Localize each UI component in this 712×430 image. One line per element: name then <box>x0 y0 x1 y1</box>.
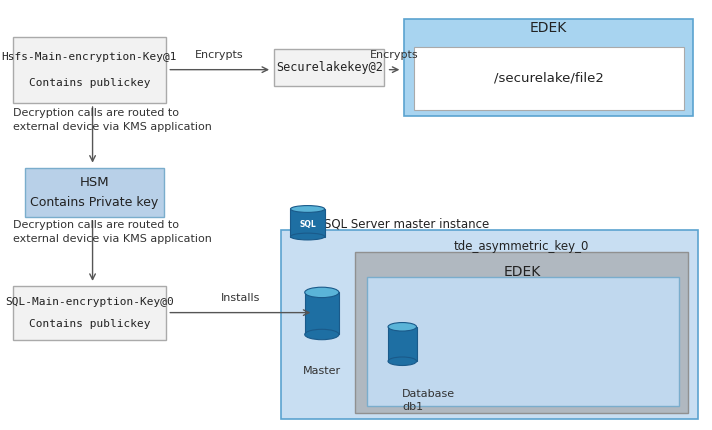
Text: SQL: SQL <box>299 220 316 229</box>
FancyBboxPatch shape <box>281 230 698 419</box>
Text: Contains Private key: Contains Private key <box>30 196 159 209</box>
FancyBboxPatch shape <box>290 209 325 236</box>
Ellipse shape <box>388 322 417 331</box>
Text: EDEK: EDEK <box>504 264 541 279</box>
Ellipse shape <box>290 206 325 212</box>
Text: Contains publickey: Contains publickey <box>28 319 150 329</box>
Text: EDEK: EDEK <box>530 21 567 35</box>
FancyBboxPatch shape <box>13 37 166 103</box>
Ellipse shape <box>290 233 325 240</box>
Text: Hsfs-Main-encryption-Key@1: Hsfs-Main-encryption-Key@1 <box>1 52 177 61</box>
FancyBboxPatch shape <box>13 286 166 340</box>
FancyBboxPatch shape <box>355 252 688 413</box>
Text: Securelakekey@2: Securelakekey@2 <box>276 61 383 74</box>
Text: Decryption calls are routed to
external device via KMS application: Decryption calls are routed to external … <box>13 108 211 132</box>
Text: Encrypts: Encrypts <box>370 50 419 60</box>
FancyBboxPatch shape <box>305 292 339 335</box>
Text: SQL-Main-encryption-Key@0: SQL-Main-encryption-Key@0 <box>5 297 174 307</box>
Text: Database
db1: Database db1 <box>402 389 456 412</box>
FancyBboxPatch shape <box>404 19 693 116</box>
Text: Master: Master <box>303 366 341 376</box>
Text: SQL Server master instance: SQL Server master instance <box>324 217 489 230</box>
Ellipse shape <box>388 357 417 366</box>
Text: Installs: Installs <box>221 293 260 303</box>
FancyBboxPatch shape <box>367 277 679 406</box>
Text: Contains publickey: Contains publickey <box>28 78 150 88</box>
FancyBboxPatch shape <box>414 47 684 110</box>
FancyBboxPatch shape <box>25 168 164 217</box>
Text: Encrypts: Encrypts <box>195 50 244 60</box>
Text: tde_asymmetric_key_0: tde_asymmetric_key_0 <box>454 240 589 253</box>
Text: /securelake/file2: /securelake/file2 <box>494 72 604 85</box>
Text: HSM: HSM <box>80 176 109 189</box>
FancyBboxPatch shape <box>388 327 417 361</box>
Text: Decryption calls are routed to
external device via KMS application: Decryption calls are routed to external … <box>13 220 211 244</box>
Ellipse shape <box>305 329 339 340</box>
FancyBboxPatch shape <box>274 49 384 86</box>
Ellipse shape <box>305 287 339 298</box>
